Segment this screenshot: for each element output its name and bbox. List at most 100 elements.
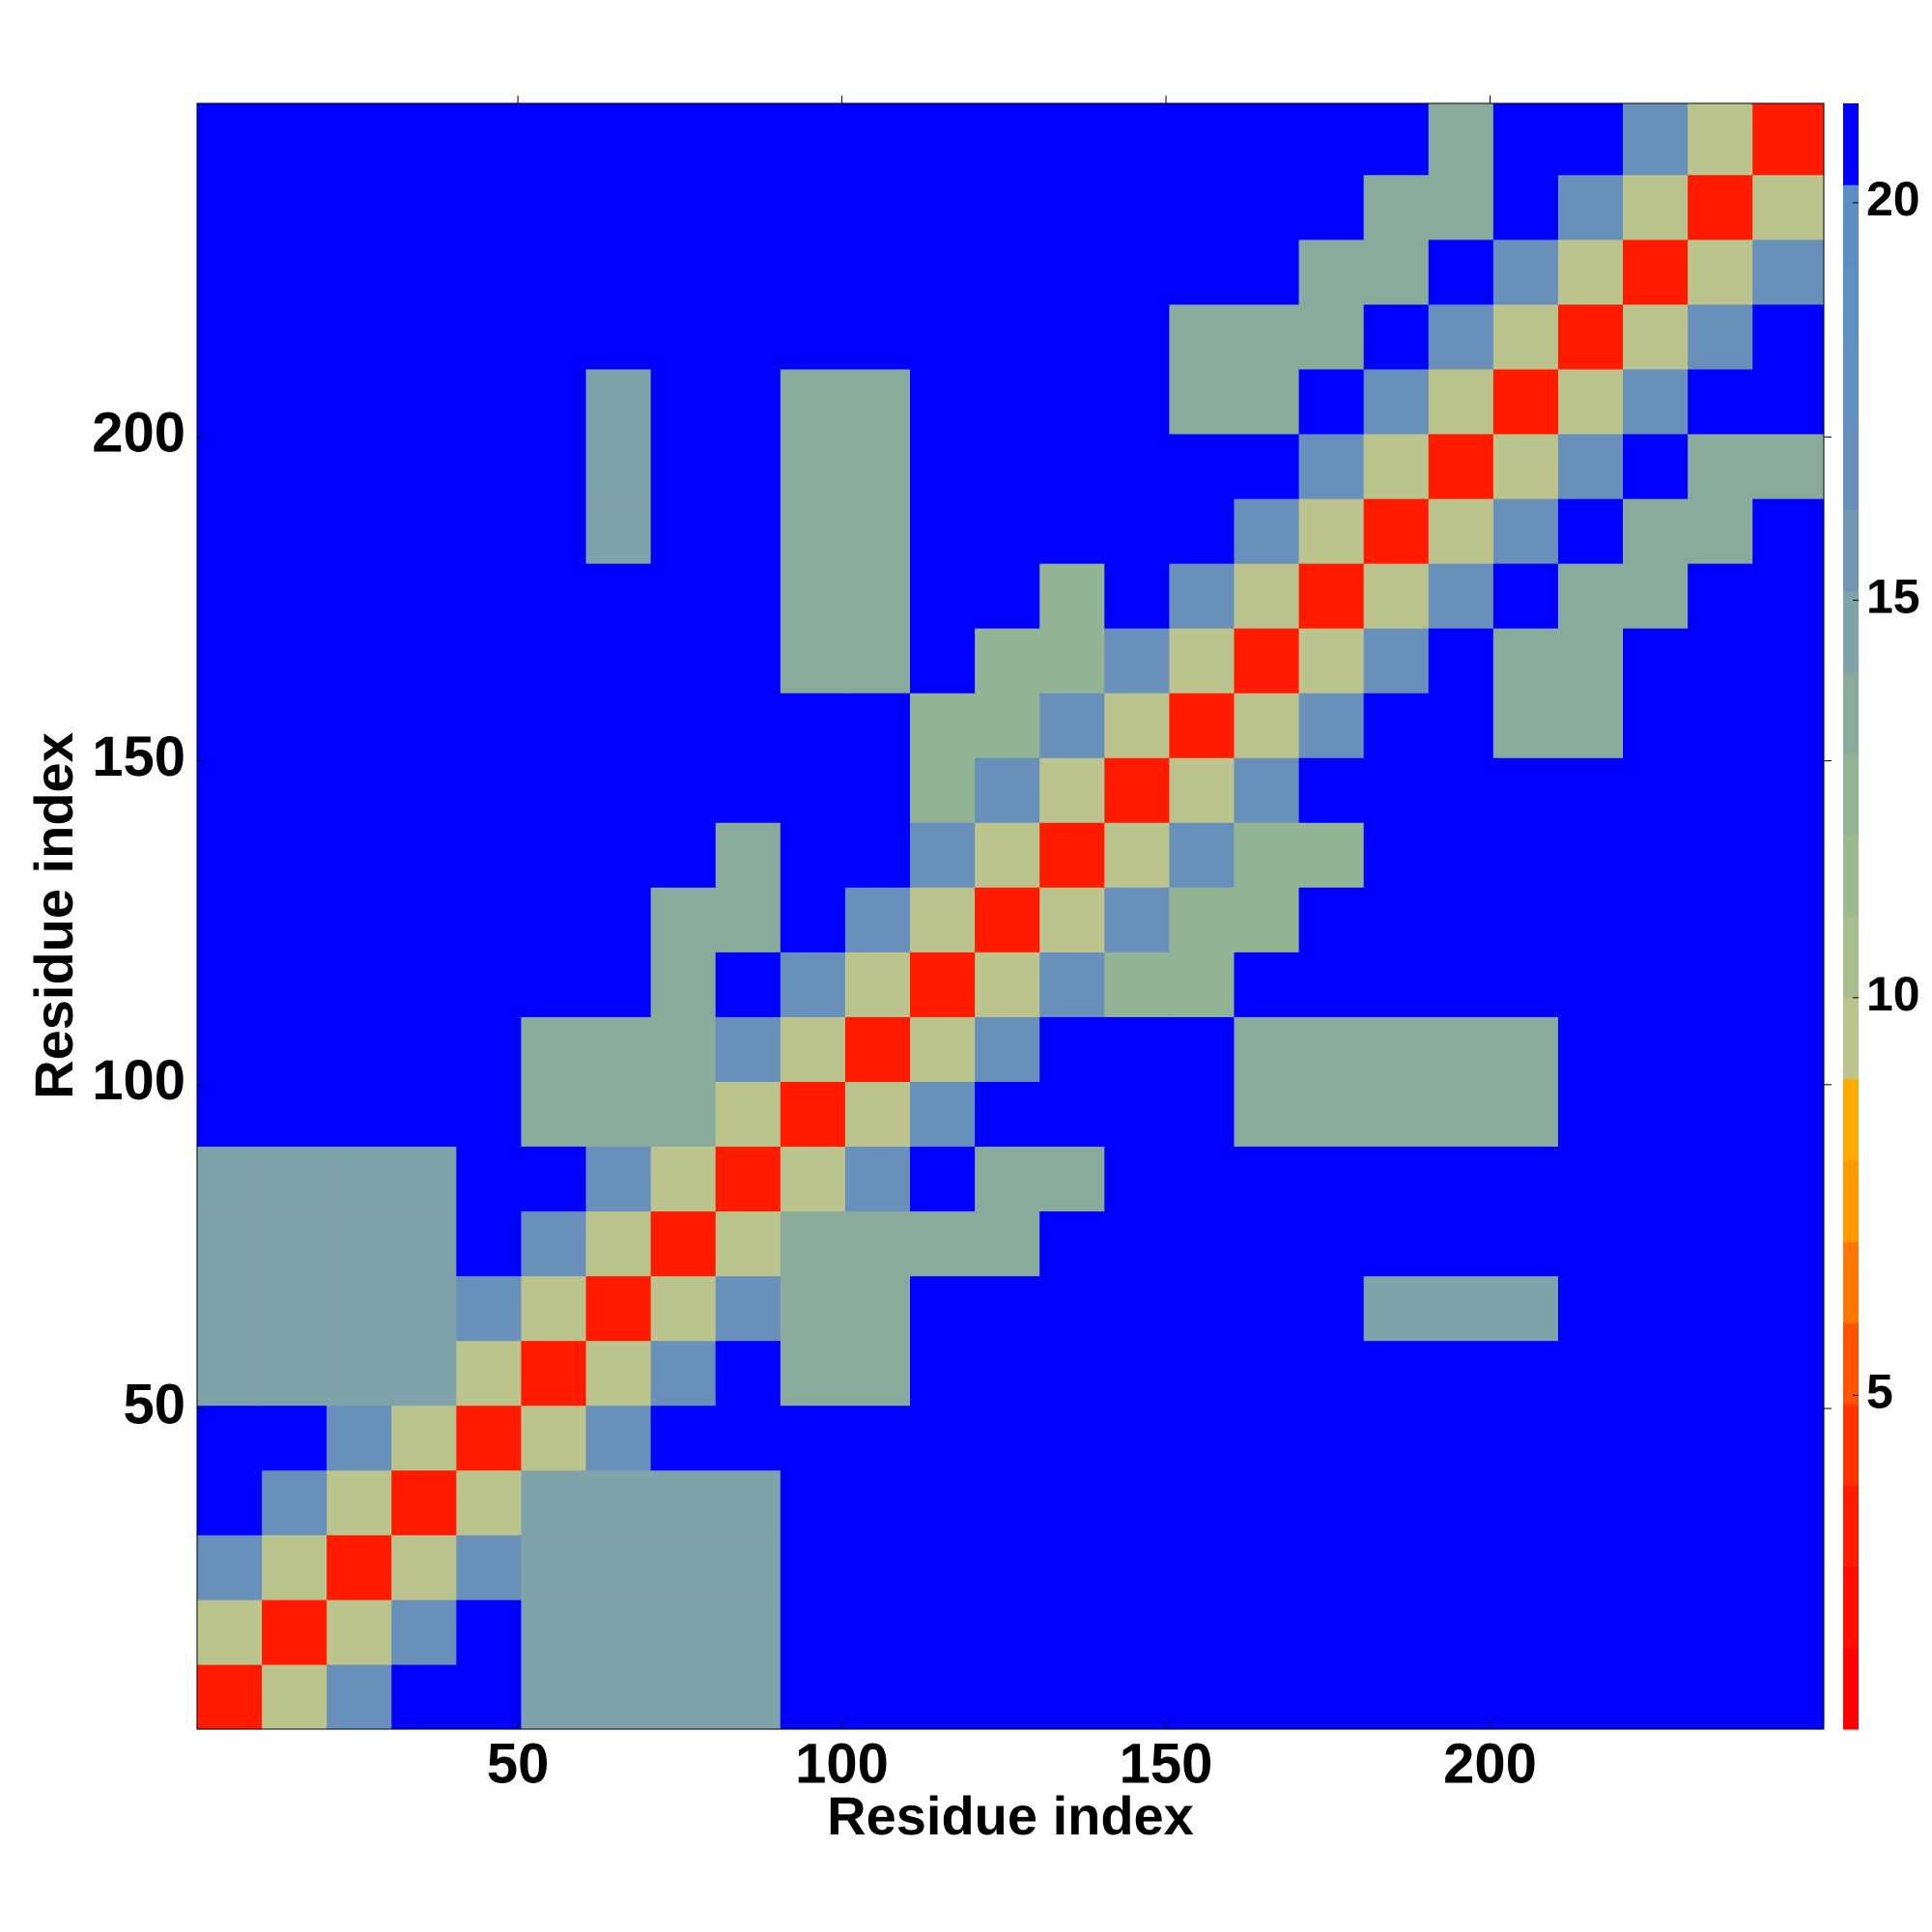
heat-cell <box>1234 1469 1300 1536</box>
heat-cell <box>1428 498 1494 564</box>
heat-cell <box>1104 1599 1170 1665</box>
heat-cell <box>910 822 976 888</box>
heat-cell <box>1428 1016 1494 1082</box>
heat-cell <box>1557 174 1624 241</box>
heat-cell <box>910 887 976 952</box>
heat-cell <box>1492 1599 1559 1665</box>
heat-cell <box>456 1340 522 1406</box>
heat-cell <box>1039 303 1105 370</box>
heat-cell <box>650 822 717 888</box>
heat-cell <box>910 498 976 564</box>
heat-cell <box>1104 1340 1170 1406</box>
heat-cell <box>1234 1016 1300 1082</box>
heat-cell <box>1623 822 1689 888</box>
heat-cell <box>1752 1599 1825 1665</box>
heat-cell <box>1104 887 1170 952</box>
colorbar-band <box>1843 266 1859 348</box>
heat-cell <box>1752 1340 1825 1406</box>
heat-cell <box>780 1534 846 1601</box>
heat-cell <box>585 174 652 241</box>
heat-cell <box>780 303 846 370</box>
heat-cell <box>844 433 911 499</box>
heat-cell <box>1688 103 1753 176</box>
heat-cell <box>1234 693 1300 758</box>
heat-cell <box>650 1275 717 1342</box>
heat-cell <box>521 1146 587 1212</box>
heat-cell <box>910 1016 976 1082</box>
y-tick-label: 100 <box>92 1049 185 1112</box>
heat-cell <box>521 1275 587 1342</box>
heat-cell <box>585 628 652 694</box>
heat-cell <box>910 1275 976 1342</box>
heat-cell <box>910 1534 976 1601</box>
heat-cell <box>1688 1275 1753 1342</box>
heat-cell <box>1169 1340 1235 1406</box>
heat-cell <box>262 822 327 888</box>
heat-cell <box>521 239 587 305</box>
heat-cell <box>910 368 976 435</box>
heat-cell <box>1169 433 1235 499</box>
heat-cell <box>327 1663 392 1730</box>
heat-cell <box>1169 1534 1235 1601</box>
heat-cell <box>456 1469 522 1536</box>
colorbar-tick-label: 5 <box>1866 1365 1893 1419</box>
heat-cell <box>1298 1016 1365 1082</box>
heat-cell <box>1752 303 1825 370</box>
heat-cell <box>715 822 781 888</box>
heat-cell <box>1298 563 1365 629</box>
heat-cell <box>327 1016 392 1082</box>
heat-cell <box>1492 174 1559 241</box>
heat-cell <box>262 1210 327 1277</box>
heat-cell <box>1752 822 1825 888</box>
heat-cell <box>197 887 263 952</box>
heat-cell <box>1234 174 1300 241</box>
heat-cell <box>1104 239 1170 305</box>
colorbar-band <box>1843 1485 1859 1568</box>
heat-cell <box>1688 1405 1753 1471</box>
heat-cell <box>327 628 392 694</box>
heat-cell <box>1104 822 1170 888</box>
heat-cell <box>585 433 652 499</box>
heat-cell <box>1169 1405 1235 1471</box>
heat-cell <box>975 1599 1040 1665</box>
heat-cell <box>844 498 911 564</box>
heat-cell <box>327 303 392 370</box>
heat-cell <box>585 563 652 629</box>
heat-cell <box>327 1599 392 1665</box>
heat-cell <box>1557 103 1624 176</box>
heat-cell <box>1428 239 1494 305</box>
heat-cell <box>521 368 587 435</box>
heat-cell <box>327 1081 392 1148</box>
heat-cell <box>391 1534 457 1601</box>
heat-cell <box>327 174 392 241</box>
heat-cell <box>521 822 587 888</box>
heat-cell <box>1363 1663 1430 1730</box>
heat-cell <box>844 1405 911 1471</box>
heat-cell <box>1557 498 1624 564</box>
heat-cell <box>1492 1469 1559 1536</box>
heat-cell <box>1688 563 1753 629</box>
heat-cell <box>844 239 911 305</box>
heat-cell <box>1039 1469 1105 1536</box>
colorbar-tick-label: 15 <box>1866 570 1920 624</box>
heat-cell <box>844 303 911 370</box>
heat-cell <box>1039 239 1105 305</box>
heat-cell <box>650 1016 717 1082</box>
heat-cell <box>1428 303 1494 370</box>
heat-cell <box>1104 1405 1170 1471</box>
heat-cell <box>391 628 457 694</box>
heat-cell <box>910 303 976 370</box>
heat-cell <box>1363 1469 1430 1536</box>
heat-cell <box>456 1599 522 1665</box>
colorbar-band <box>1843 835 1859 917</box>
heat-cell <box>1688 952 1753 1017</box>
heat-cell <box>1428 1469 1494 1536</box>
heat-cell <box>910 757 976 823</box>
heat-cell <box>1492 433 1559 499</box>
heat-cell <box>844 1599 911 1665</box>
heat-cell <box>456 822 522 888</box>
heat-cell <box>1428 1340 1494 1406</box>
heat-cell <box>262 952 327 1017</box>
